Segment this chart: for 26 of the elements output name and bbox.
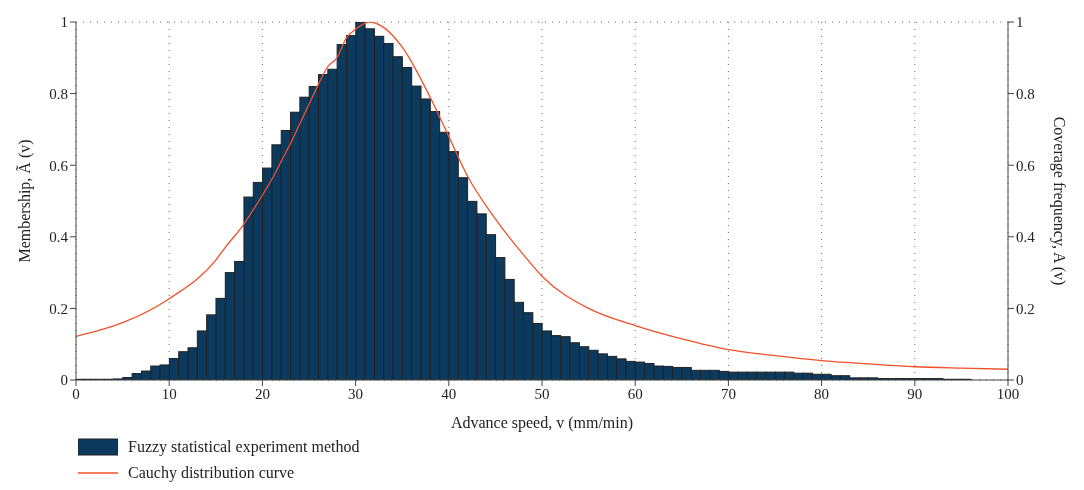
x-tick-label: 50 (534, 385, 550, 402)
x-tick-label: 10 (161, 385, 177, 402)
y-tick-label: 0.6 (49, 157, 69, 174)
y2-tick-label: 0.8 (1016, 85, 1035, 102)
y-tick-label: 0.2 (49, 300, 68, 317)
x-tick-label: 80 (814, 385, 830, 402)
y-axis-title: Membership, Ã (v) (15, 139, 34, 263)
y-tick-label: 1 (60, 14, 68, 31)
x-tick-label: 60 (627, 385, 643, 402)
x-tick-label: 70 (720, 385, 736, 402)
y-tick-label: 0 (60, 372, 68, 389)
legend-label: Cauchy distribution curve (128, 464, 295, 482)
x-tick-label: 30 (348, 385, 364, 402)
x-tick-label: 20 (254, 385, 270, 402)
y2-tick-label: 0.4 (1016, 229, 1036, 246)
y2-tick-label: 0.2 (1016, 300, 1035, 317)
x-tick-label: 40 (441, 385, 457, 402)
y2-tick-label: 0.6 (1016, 157, 1036, 174)
legend-label: Fuzzy statistical experiment method (128, 438, 360, 456)
y2-tick-label: 1 (1016, 14, 1024, 31)
y2-axis-title: Coverage frequency, A (v) (1050, 116, 1069, 286)
x-tick-label: 0 (72, 385, 80, 402)
x-axis-title: Advance speed, v (mm/min) (450, 414, 634, 432)
y-tick-label: 0.8 (49, 85, 68, 102)
x-tick-label: 90 (907, 385, 923, 402)
y-tick-label: 0.4 (49, 229, 69, 246)
